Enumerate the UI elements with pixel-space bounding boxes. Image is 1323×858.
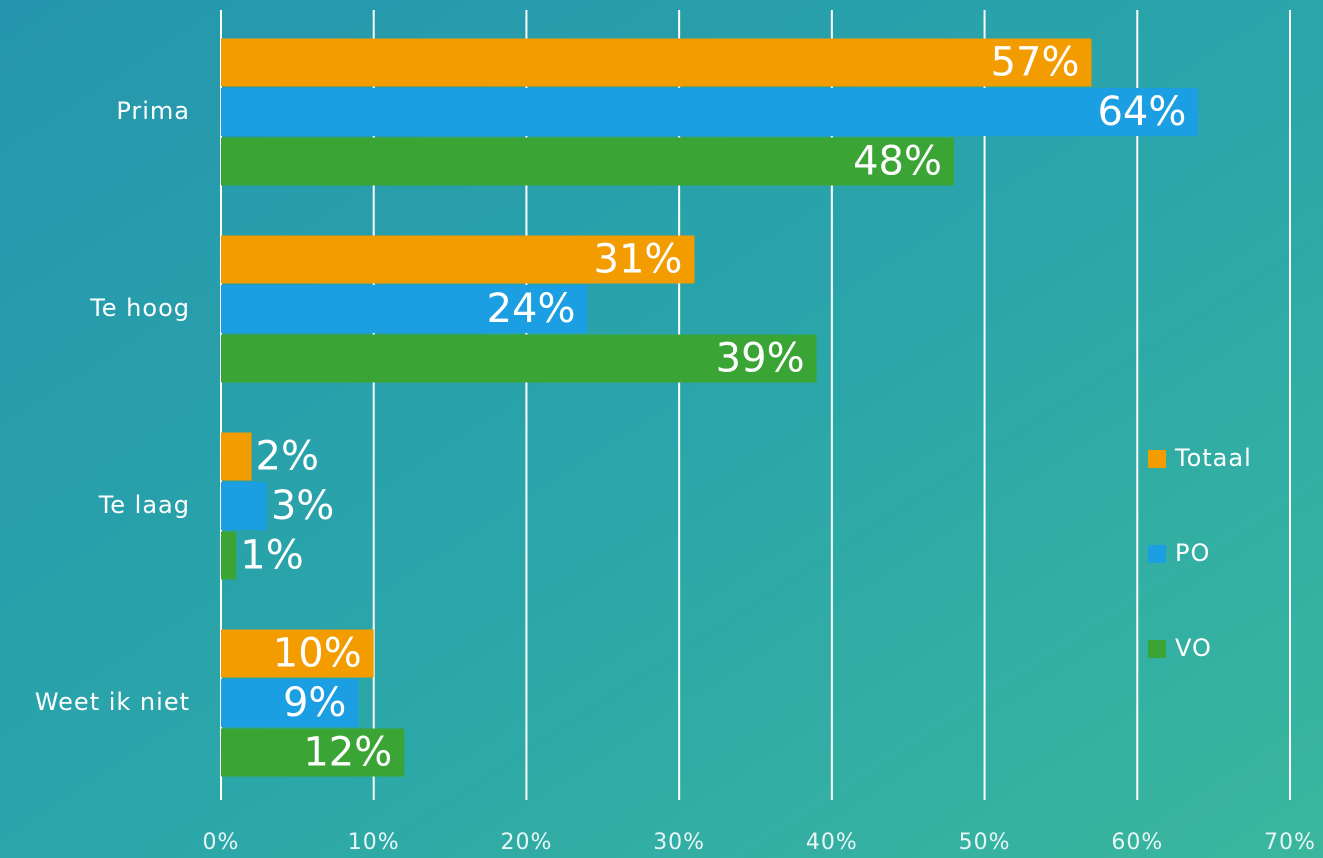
legend-label: VO bbox=[1175, 634, 1212, 662]
bar bbox=[221, 728, 405, 777]
category-label: Weet ik niet bbox=[35, 688, 190, 716]
x-tick-label: 10% bbox=[348, 830, 400, 855]
x-tick-label: 60% bbox=[1111, 830, 1163, 855]
data-label: 64% bbox=[1097, 89, 1186, 135]
bar bbox=[221, 235, 695, 284]
category-label: Te hoog bbox=[89, 294, 190, 322]
data-label: 3% bbox=[271, 483, 334, 529]
bar bbox=[221, 679, 359, 727]
data-label: 10% bbox=[273, 631, 362, 677]
x-tick-label: 0% bbox=[203, 830, 240, 855]
data-label: 2% bbox=[256, 434, 319, 480]
bar bbox=[221, 285, 588, 333]
data-label: 39% bbox=[716, 336, 805, 382]
legend-swatch bbox=[1148, 640, 1166, 658]
bar bbox=[221, 432, 252, 481]
data-label: 48% bbox=[853, 139, 942, 185]
x-tick-label: 70% bbox=[1264, 830, 1316, 855]
bar bbox=[221, 629, 374, 678]
category-label: Prima bbox=[116, 97, 190, 125]
x-tick-label: 20% bbox=[500, 830, 552, 855]
legend-label: Totaal bbox=[1174, 444, 1252, 472]
legend-swatch bbox=[1148, 450, 1166, 468]
bar bbox=[221, 334, 817, 383]
data-label: 12% bbox=[303, 730, 392, 776]
bar bbox=[221, 88, 1199, 136]
x-tick-label: 40% bbox=[806, 830, 858, 855]
bar bbox=[221, 38, 1092, 87]
legend-label: PO bbox=[1175, 539, 1210, 567]
data-label: 24% bbox=[487, 286, 576, 332]
bar bbox=[221, 137, 955, 186]
x-tick-label: 50% bbox=[959, 830, 1011, 855]
x-tick-label: 30% bbox=[653, 830, 705, 855]
data-label: 31% bbox=[594, 237, 683, 283]
bar bbox=[221, 482, 267, 530]
category-label: Te laag bbox=[98, 491, 190, 519]
data-label: 9% bbox=[283, 680, 346, 726]
legend-swatch bbox=[1148, 545, 1166, 563]
data-label: 1% bbox=[240, 533, 303, 579]
bar bbox=[221, 531, 237, 580]
data-label: 57% bbox=[991, 40, 1080, 86]
